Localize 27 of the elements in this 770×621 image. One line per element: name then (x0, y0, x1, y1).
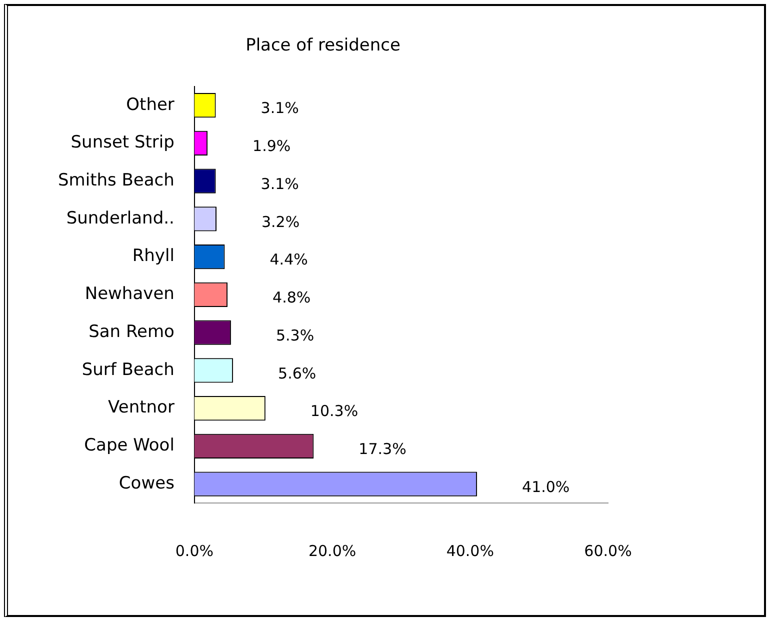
y-tick-label: Surf Beach (82, 360, 174, 380)
data-label: 17.3% (358, 440, 406, 458)
data-label: 41.0% (522, 478, 570, 496)
x-tick-label: 40.0% (446, 542, 494, 560)
data-label: 5.3% (276, 326, 314, 344)
data-label: 3.2% (261, 212, 300, 231)
x-tick-label: 0.0% (175, 542, 214, 560)
y-tick-label: Cowes (118, 473, 175, 494)
data-label: 1.9% (252, 137, 291, 156)
data-label: 10.3% (310, 402, 358, 420)
y-tick-label: Sunset Strip (70, 132, 174, 153)
y-tick-label: Rhyll (132, 246, 174, 266)
y-tick-label: Cape Wool (84, 436, 174, 456)
chart-title: Place of residence (246, 36, 400, 56)
data-label: 4.4% (270, 250, 308, 269)
y-tick-label: Smiths Beach (58, 170, 174, 191)
y-tick-label: San Remo (88, 322, 174, 342)
y-tick-label: Newhaven (84, 284, 174, 304)
data-label: 3.1% (260, 174, 299, 193)
x-tick-label: 20.0% (308, 542, 356, 560)
y-tick-label: Ventnor (108, 398, 174, 418)
x-tick-label: 60.0% (584, 542, 632, 560)
data-label: 4.8% (272, 288, 311, 307)
y-tick-label: Sunderland.. (66, 208, 174, 228)
y-tick-label: Other (126, 94, 174, 115)
data-label: 3.1% (260, 99, 299, 118)
data-label: 5.6% (278, 364, 316, 382)
